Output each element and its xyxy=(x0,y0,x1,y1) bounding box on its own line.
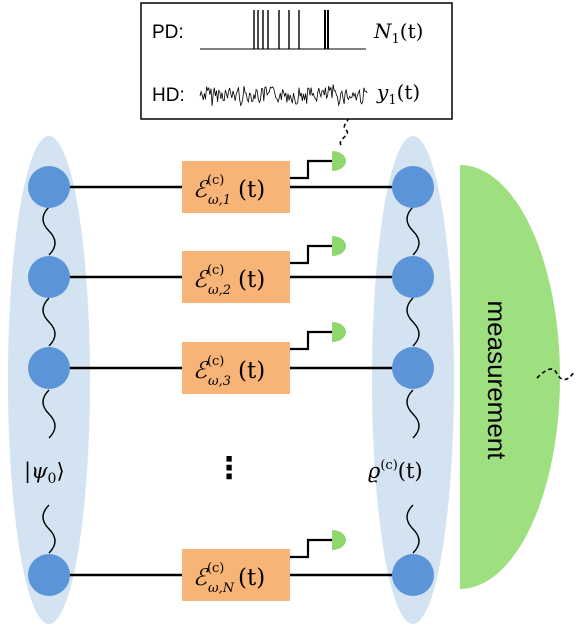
qubits xyxy=(28,166,434,596)
conditional-state-label: ϱ(c)(t) xyxy=(368,458,423,483)
connection-lines xyxy=(50,185,412,577)
coupling-right-3 xyxy=(406,389,420,439)
detector-n xyxy=(332,530,346,550)
coupling-right-4 xyxy=(406,504,420,554)
couplings xyxy=(42,206,420,554)
channel-label-n: ℰ(c) ω,N (t) xyxy=(193,561,265,596)
qubit-right-n xyxy=(392,554,434,596)
channel-label-2: ℰ(c) ω,2 (t) xyxy=(193,263,265,298)
qubit-right-2 xyxy=(392,256,434,298)
channel-box-n xyxy=(182,549,290,601)
hd-label: HD: xyxy=(152,85,185,106)
detector-3 xyxy=(332,322,346,342)
channel-box-1 xyxy=(182,161,290,213)
detector-lead-3 xyxy=(290,330,332,351)
initial-state-label: |ψ0⟩ xyxy=(24,459,65,487)
hd-noise-trace xyxy=(199,84,368,107)
detector-1 xyxy=(332,151,346,171)
detectors xyxy=(332,151,346,550)
coupling-left-3 xyxy=(42,389,56,439)
coupling-right-2 xyxy=(406,297,420,347)
channel-label-1: ℰ(c) ω,1 (t) xyxy=(193,173,265,208)
channel-box-2 xyxy=(182,251,290,303)
channel-n: ℰ(c) ω,N (t) xyxy=(182,549,290,601)
measurement-label: measurement xyxy=(482,301,512,461)
channel-1: ℰ(c) ω,1 (t) xyxy=(182,161,290,213)
qubit-right-1 xyxy=(392,166,434,208)
channel-box-3 xyxy=(182,342,290,394)
measurement-shape xyxy=(460,165,560,589)
pd-label: PD: xyxy=(152,22,184,43)
detector-lead-2 xyxy=(290,244,332,265)
qubit-right-3 xyxy=(392,347,434,389)
detector-leads xyxy=(290,159,332,559)
coupling-left-4 xyxy=(42,504,56,554)
inset-frame xyxy=(140,2,453,120)
pd-signal-label: N1(t) xyxy=(373,19,423,47)
qubit-left-2 xyxy=(28,256,70,298)
channel-3: ℰ(c) ω,3 (t) xyxy=(182,342,290,394)
coupling-left-1 xyxy=(42,206,56,256)
signal-inset: PD: N1(t) HD: y1(t) xyxy=(140,2,453,120)
measurement-output-link xyxy=(536,368,575,381)
detector-2 xyxy=(332,236,346,256)
detector-lead-1 xyxy=(290,159,332,180)
qubit-left-n xyxy=(28,554,70,596)
channel-label-3: ℰ(c) ω,3 (t) xyxy=(193,354,265,389)
detector-output-link xyxy=(339,117,349,146)
channel-ellipsis: ⋮ xyxy=(214,451,244,486)
qubit-left-3 xyxy=(28,347,70,389)
detector-lead-n xyxy=(290,538,332,559)
hd-signal-label: y1(t) xyxy=(376,80,420,108)
coupling-right-1 xyxy=(406,206,420,256)
coupling-left-2 xyxy=(42,297,56,347)
channel-2: ℰ(c) ω,2 (t) xyxy=(182,251,290,303)
pd-spikes xyxy=(253,10,329,49)
qubit-left-1 xyxy=(28,166,70,208)
